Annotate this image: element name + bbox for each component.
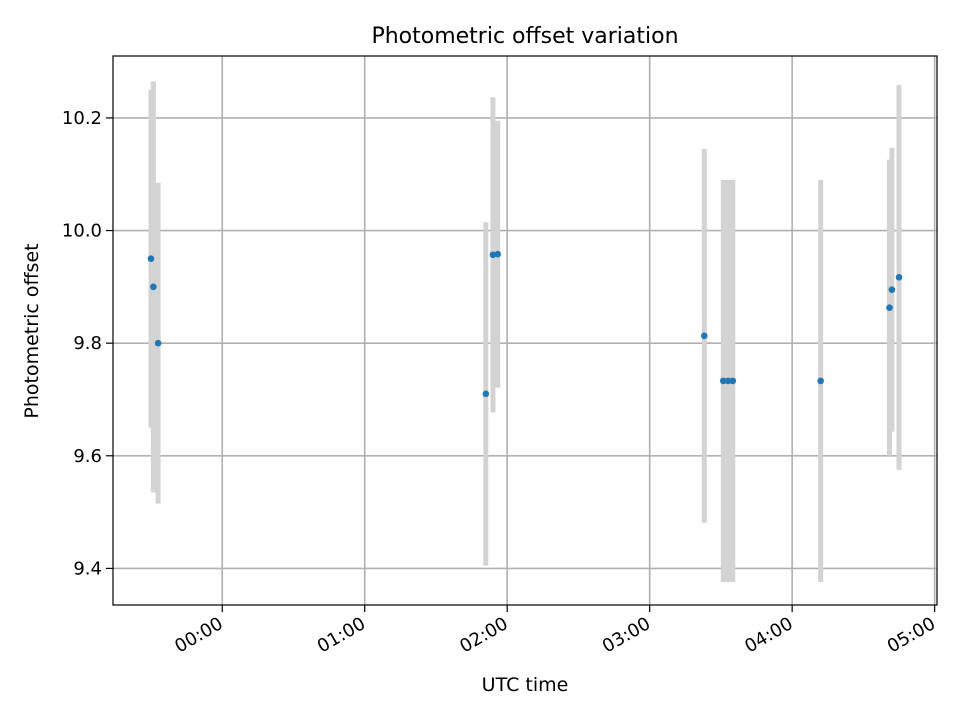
- y-tick-label: 9.4: [73, 558, 102, 579]
- y-axis-ticks: 9.4 9.6 9.8 10.0 10.2: [62, 108, 113, 579]
- data-point: [886, 304, 893, 311]
- y-tick-label: 9.8: [73, 333, 102, 354]
- x-tick-label: 03:00: [599, 613, 654, 657]
- x-axis-label: UTC time: [482, 674, 569, 696]
- data-point: [724, 377, 732, 385]
- data-point: [719, 377, 727, 385]
- data-point: [729, 377, 737, 385]
- y-axis-label: Photometric offset: [21, 243, 43, 418]
- data-points: [147, 250, 903, 398]
- data-point: [482, 390, 490, 398]
- x-tick-label: 01:00: [314, 613, 369, 657]
- y-tick-label: 10.0: [62, 221, 102, 242]
- x-axis-ticks: 00:00 01:00 02:00 03:00 04:00 05:00: [171, 605, 939, 657]
- error-bars: [148, 81, 902, 582]
- data-point: [147, 255, 155, 263]
- x-tick-label: 02:00: [456, 613, 511, 657]
- data-point: [494, 250, 501, 258]
- data-point: [700, 332, 708, 340]
- x-tick-label: 00:00: [171, 613, 226, 657]
- chart-title: Photometric offset variation: [371, 24, 678, 49]
- data-point: [150, 283, 157, 291]
- grid: [113, 56, 937, 605]
- x-tick-label: 05:00: [884, 613, 939, 657]
- x-tick-label: 04:00: [741, 613, 796, 657]
- data-point: [817, 377, 824, 385]
- data-point: [154, 339, 162, 347]
- y-tick-label: 10.2: [62, 108, 102, 129]
- data-point: [888, 286, 896, 293]
- data-point: [895, 273, 903, 281]
- y-tick-label: 9.6: [73, 446, 102, 467]
- plot-frame: [112, 55, 938, 606]
